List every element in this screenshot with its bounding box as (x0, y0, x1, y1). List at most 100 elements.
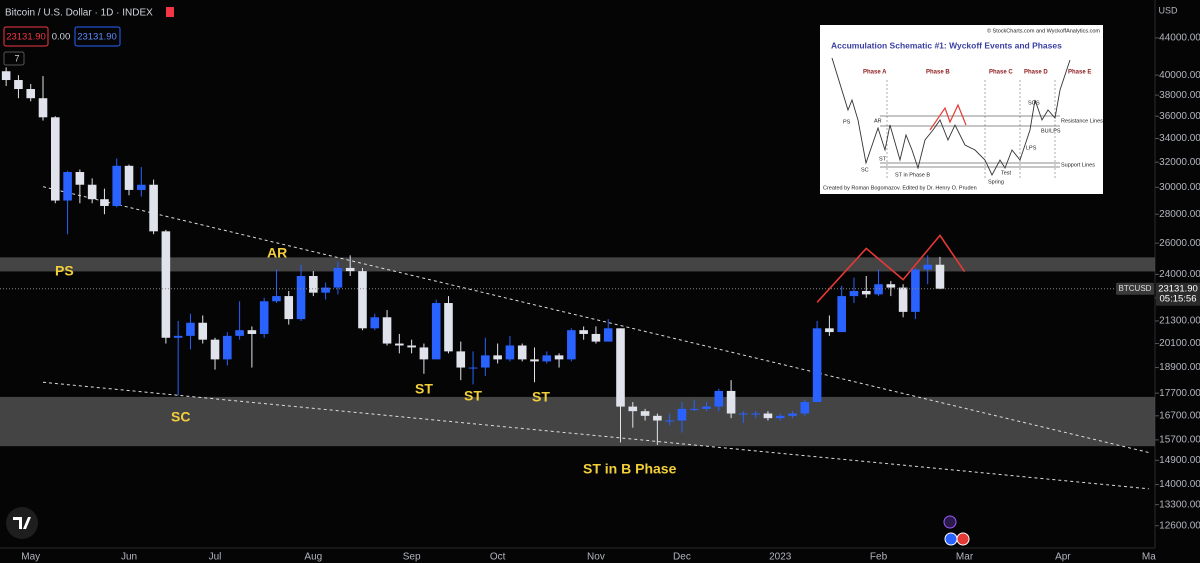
candle-body (137, 184, 146, 190)
change-value: 0.00 (52, 32, 71, 43)
candle-body (456, 351, 466, 368)
symbol-tag (1116, 282, 1154, 295)
trendline (42, 381, 1149, 490)
candle-body (911, 269, 920, 312)
x-tick-label: Aug (304, 552, 322, 563)
open-box (3, 26, 49, 47)
annotation: ST (415, 381, 433, 397)
candle-body (235, 330, 244, 336)
schematic-double-top (929, 103, 967, 131)
last-price-label: 23131.90 (1158, 283, 1198, 294)
y-tick-label: 26000.00 (1159, 238, 1200, 249)
x-tick-label: 2023 (769, 552, 792, 563)
annotation: PS (55, 263, 74, 279)
y-tick-label: 24000.00 (1159, 269, 1200, 280)
symbol-tag-label: BTCUSD (1119, 284, 1152, 293)
y-tick-label: 18900.00 (1159, 362, 1200, 373)
candle-body (481, 355, 490, 368)
annotation: AR (267, 245, 287, 261)
candle-body (603, 328, 613, 342)
candle-body (259, 301, 269, 334)
candle-body (468, 367, 478, 369)
y-tick-label: 15700.00 (1159, 435, 1200, 446)
candle-body (382, 317, 392, 344)
candle-body (14, 80, 23, 90)
event-icon[interactable] (943, 515, 957, 529)
candle-body (296, 275, 306, 320)
annotation: ST in B Phase (583, 461, 677, 477)
logo-glyph (13, 517, 31, 529)
candle-body (653, 415, 662, 421)
candle-body (186, 322, 195, 336)
inset-label: BU/LPS (1041, 128, 1061, 134)
annotation: ST (532, 389, 550, 405)
inset-label: PS (843, 119, 851, 125)
candle-body (763, 413, 773, 419)
candle-body (112, 165, 122, 206)
y-tick-label: 36000.00 (1159, 111, 1200, 122)
candle-body (419, 347, 429, 360)
y-tick-label: 20100.00 (1159, 338, 1200, 349)
inset-label: Test (1001, 170, 1012, 176)
pattern-line (816, 234, 966, 303)
inset-phase: Phase E (1068, 70, 1091, 76)
candle-body (665, 420, 674, 422)
candle-body (628, 406, 638, 412)
candle-body (444, 303, 453, 352)
inset-background (820, 25, 1103, 194)
candle-body (861, 290, 871, 295)
candle-body (542, 355, 552, 362)
candle-body (395, 343, 404, 346)
schematic-path (831, 57, 1071, 177)
y-tick-label: 30000.00 (1159, 182, 1200, 193)
candle-body (284, 296, 294, 320)
x-tick-label: Jul (209, 552, 222, 563)
flag-icon[interactable] (166, 7, 174, 17)
candle-body (370, 317, 380, 329)
candle-body (726, 390, 736, 414)
candle-body (739, 413, 748, 415)
inset-label: ST in Phase B (895, 172, 930, 178)
candle-body (223, 335, 232, 360)
candle-body (812, 328, 822, 403)
candle-body (689, 408, 699, 410)
candle-body (321, 287, 330, 293)
y-tick-label: 40000.00 (1159, 70, 1200, 81)
inset-phase: Phase D (1024, 70, 1048, 76)
candle-body (272, 296, 281, 302)
y-tick-label: 34000.00 (1159, 133, 1200, 144)
candle-body (100, 199, 109, 206)
candle-body (923, 264, 932, 270)
y-tick-label: 28000.00 (1159, 209, 1200, 220)
indicator-count[interactable]: 7 (14, 53, 19, 63)
y-tick-label: 13300.00 (1159, 499, 1200, 510)
candle-body (800, 402, 810, 414)
candle-body (788, 413, 797, 416)
candle-body (50, 117, 60, 201)
candle-body (407, 345, 416, 348)
candle-body (26, 89, 36, 99)
price-zone (0, 396, 1155, 447)
x-tick-label: Jun (121, 552, 137, 563)
x-tick-label: Apr (1055, 552, 1071, 563)
event-icon[interactable] (944, 532, 958, 546)
inset-credit: © StockCharts.com and WyckoffAnalytics.c… (987, 27, 1100, 34)
inset-label: ST (879, 156, 887, 162)
indicator-toggle[interactable] (3, 51, 25, 66)
candle-body (493, 355, 502, 360)
price-zone (0, 257, 1155, 272)
candle-body (702, 406, 711, 409)
candle-body (677, 408, 687, 421)
inset-schematic: © StockCharts.com and WyckoffAnalytics.c… (820, 25, 1103, 194)
candle-body (247, 330, 257, 334)
x-tick-label: Oct (490, 552, 506, 563)
y-tick-label: 21300.00 (1159, 316, 1200, 327)
inset-credit: Created by Roman Bogomazov. Edited by Dr… (823, 185, 977, 191)
countdown-label: 05:15:56 (1160, 293, 1197, 304)
candle-body (714, 390, 724, 407)
event-icon[interactable] (956, 532, 970, 546)
y-tick-label: 12600.00 (1159, 520, 1200, 531)
